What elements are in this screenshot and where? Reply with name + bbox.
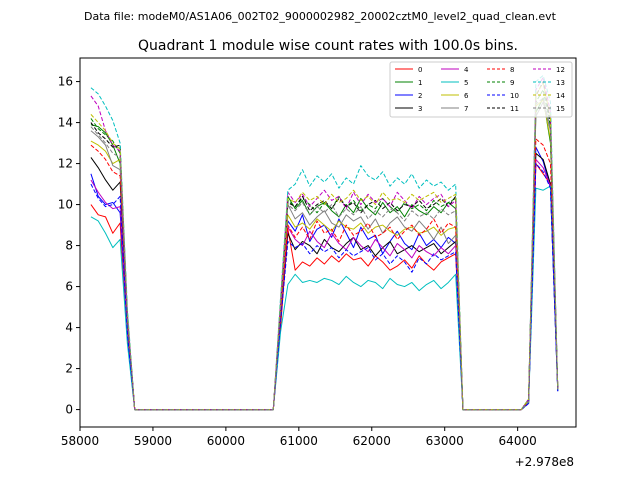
legend-box	[389, 61, 573, 118]
legend-label-4: 4	[464, 66, 469, 74]
legend-label-3: 3	[418, 105, 422, 113]
legend-label-7: 7	[464, 105, 468, 113]
legend-label-2: 2	[418, 92, 422, 100]
x-axis-ticks: 58000 59000 60000 61000 62000 63000 64000	[61, 427, 537, 448]
legend-label-12: 12	[556, 66, 565, 74]
series-line-14	[90, 83, 559, 411]
x-tick-label: 63000	[426, 434, 464, 448]
y-tick-label: 10	[58, 198, 73, 212]
x-tick-label: 64000	[499, 434, 537, 448]
y-tick-label: 14	[58, 116, 73, 130]
x-axis-offset-label: +2.978e8	[515, 455, 574, 469]
chart-title: Quadrant 1 module wise count rates with …	[138, 38, 518, 54]
x-tick-label: 60000	[207, 434, 245, 448]
x-tick-label: 58000	[61, 434, 99, 448]
y-tick-label: 8	[65, 239, 73, 253]
legend-label-11: 11	[510, 105, 519, 113]
legend-label-8: 8	[510, 66, 514, 74]
legend-label-14: 14	[556, 92, 565, 100]
legend-label-5: 5	[464, 79, 468, 87]
legend-label-6: 6	[464, 92, 469, 100]
y-tick-label: 2	[65, 362, 73, 376]
y-tick-label: 4	[65, 321, 73, 335]
legend-label-13: 13	[556, 79, 565, 87]
figure-suptitle: Data file: modeM0/AS1A06_002T02_90000029…	[84, 10, 557, 23]
legend-label-9: 9	[510, 79, 514, 87]
x-tick-label: 59000	[134, 434, 172, 448]
plot-area-frame	[79, 57, 577, 428]
legend-label-10: 10	[510, 92, 519, 100]
y-tick-label: 12	[58, 157, 73, 171]
x-tick-label: 62000	[353, 434, 391, 448]
y-tick-label: 16	[58, 75, 73, 89]
y-tick-label: 0	[65, 403, 73, 417]
x-tick-label: 61000	[280, 434, 318, 448]
series-line-12	[90, 76, 559, 411]
legend-label-15: 15	[556, 105, 565, 113]
legend-label-0: 0	[418, 66, 422, 74]
y-axis-ticks: 0 2 4 6 8 10 12 14 16	[58, 75, 80, 417]
series-layer	[90, 74, 559, 411]
y-tick-label: 6	[65, 280, 73, 294]
legend-label-1: 1	[418, 79, 422, 87]
